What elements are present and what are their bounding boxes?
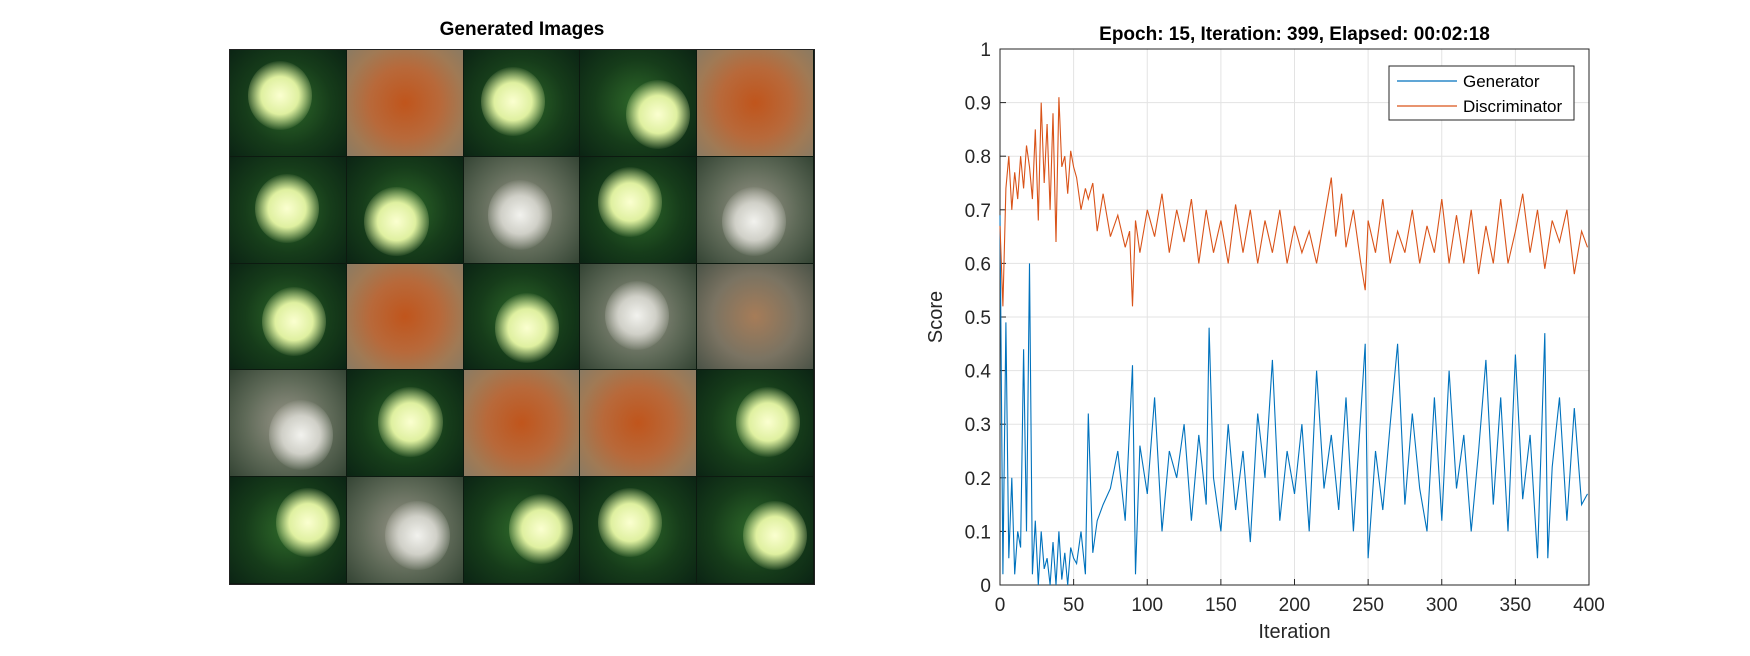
x-tick-label: 100 [1131, 595, 1163, 616]
x-tick-label: 300 [1426, 595, 1458, 616]
y-tick-label: 0.6 [965, 254, 991, 275]
generated-image-tile [580, 370, 697, 477]
series-line-discriminator [999, 97, 1589, 307]
axes-box [999, 48, 1590, 586]
generated-image-tile [697, 156, 813, 263]
generated-image-tile [346, 156, 463, 263]
legend-box [1388, 65, 1575, 121]
y-tick-label: 0.9 [965, 94, 991, 115]
generated-image-tile [463, 156, 580, 263]
x-tick-label: 150 [1205, 595, 1237, 616]
generated-image-tile [463, 263, 580, 370]
generated-image-tile [346, 50, 463, 156]
y-tick-label: 0.5 [965, 308, 991, 329]
generated-image-tile [230, 50, 346, 156]
generated-image-tile [580, 263, 697, 370]
x-axis-label: Iteration [1258, 621, 1330, 643]
legend-label: Discriminator [1463, 97, 1563, 116]
x-tick-label: 400 [1573, 595, 1605, 616]
generated-image-tile [230, 156, 346, 263]
x-tick-label: 350 [1500, 595, 1532, 616]
generated-image-tile [463, 50, 580, 156]
generated-image-tile [230, 263, 346, 370]
y-tick-label: 0.7 [965, 201, 991, 222]
generated-image-tile [580, 477, 697, 583]
generated-image-tile [230, 370, 346, 477]
generated-image-tile [230, 477, 346, 583]
x-tick-label: 50 [1063, 595, 1084, 616]
generated-image-tile [697, 50, 813, 156]
generated-image-tile [463, 370, 580, 477]
x-tick-label: 200 [1279, 595, 1311, 616]
y-tick-label: 0.1 [965, 522, 991, 543]
legend-label: Generator [1463, 72, 1540, 91]
generated-image-tile [697, 477, 813, 583]
chart-legend: Generator Discriminator [1388, 65, 1575, 121]
x-tick-label: 0 [995, 595, 1006, 616]
y-tick-label: 0.8 [965, 147, 991, 168]
chart-title: Epoch: 15, Iteration: 399, Elapsed: 00:0… [1099, 24, 1490, 45]
generated-image-tile [697, 370, 813, 477]
generated-image-tile [346, 370, 463, 477]
generated-images-mosaic [229, 49, 815, 585]
y-tick-label: 0.3 [965, 415, 991, 436]
generated-image-tile [346, 263, 463, 370]
y-tick-label: 1 [980, 40, 991, 61]
generated-images-title: Generated Images [439, 19, 605, 40]
generated-image-tile [463, 477, 580, 583]
generated-image-tile [580, 50, 697, 156]
y-tick-label: 0.2 [965, 469, 991, 490]
series-line-generator [999, 215, 1588, 586]
generated-image-tile [580, 156, 697, 263]
x-tick-label: 250 [1352, 595, 1384, 616]
generated-image-tile [346, 477, 463, 583]
y-tick-label: 0.4 [965, 362, 992, 383]
y-tick-label: 0 [980, 576, 991, 597]
y-axis-label: Score [925, 291, 947, 343]
generated-image-tile [697, 263, 813, 370]
